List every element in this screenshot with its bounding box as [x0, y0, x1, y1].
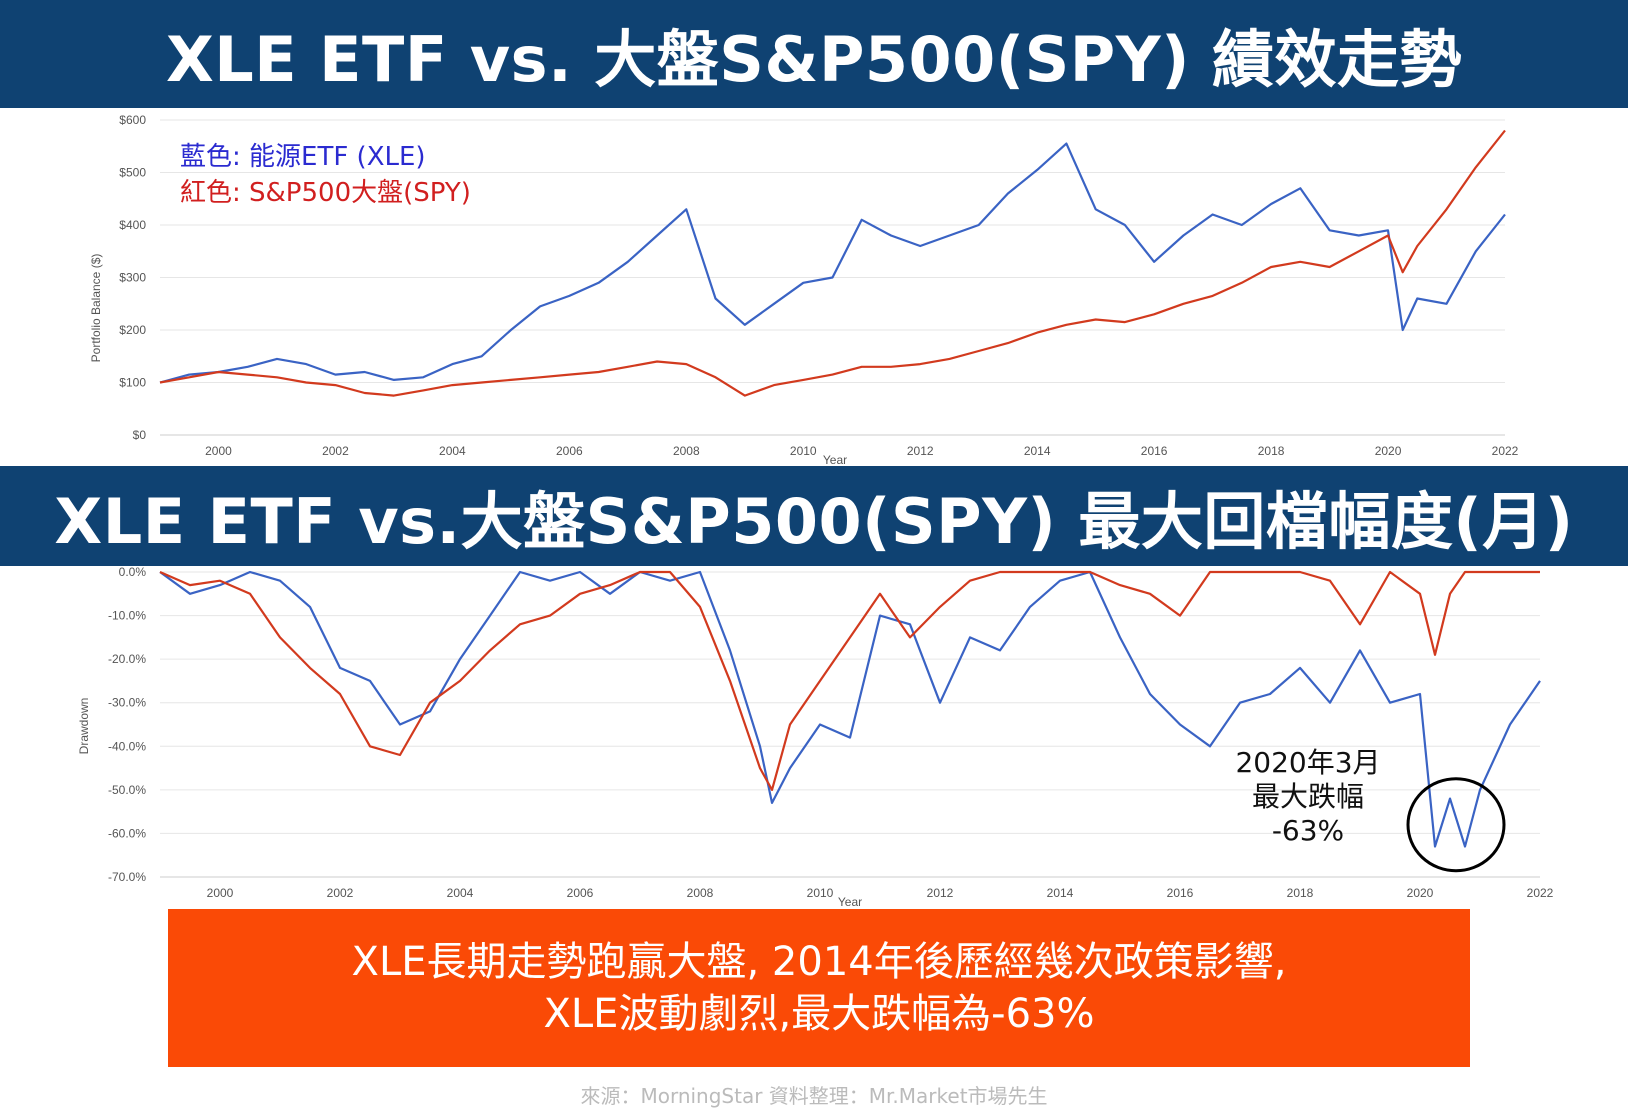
- x-tick-label: 2004: [447, 886, 474, 900]
- x-tick-label: 2012: [907, 444, 934, 458]
- y-tick-label: -40.0%: [108, 739, 146, 753]
- performance-lines: [159, 129, 1506, 397]
- y-tick-label: -60.0%: [108, 826, 146, 840]
- drawdown-axes: 0.0% -10.0% -20.0% -30.0% -40.0% -50.0% -60.0%…: [108, 566, 1554, 900]
- x-tick-label: 2008: [687, 886, 714, 900]
- x-tick-label: 2016: [1141, 444, 1168, 458]
- y-tick-label: $400: [119, 218, 146, 232]
- top-chart-title-banner: XLE ETF vs. 大盤S&P500(SPY) 績效走勢: [0, 0, 1628, 108]
- x-tick-label: 2000: [205, 444, 232, 458]
- performance-xlabel: Year: [823, 453, 847, 466]
- summary-box: XLE長期走勢跑贏大盤, 2014年後歷經幾次政策影響, XLE波動劇烈,最大跌…: [168, 909, 1470, 1067]
- bottom-chart-title-banner: XLE ETF vs.大盤S&P500(SPY) 最大回檔幅度(月): [0, 466, 1628, 566]
- performance-ylabel: Portfolio Balance ($): [89, 254, 103, 363]
- x-tick-label: 2004: [439, 444, 466, 458]
- annotation-line-1: 2020年3月: [1235, 746, 1380, 779]
- x-tick-label: 2018: [1258, 444, 1285, 458]
- y-tick-label: $200: [119, 323, 146, 337]
- annotation-line-3: -63%: [1272, 814, 1344, 847]
- x-tick-label: 2022: [1527, 886, 1554, 900]
- x-tick-label: 2006: [556, 444, 583, 458]
- y-tick-label: 0.0%: [119, 566, 147, 579]
- annotation-circle: [1406, 777, 1506, 873]
- y-tick-label: -10.0%: [108, 609, 146, 623]
- y-tick-label: $100: [119, 376, 146, 390]
- x-tick-label: 2006: [567, 886, 594, 900]
- drawdown-chart: 0.0% -10.0% -20.0% -30.0% -40.0% -50.0% -60.0%…: [77, 566, 1554, 906]
- series-line-xle: [159, 142, 1506, 384]
- performance-grid: [160, 119, 1505, 436]
- x-tick-label: 2000: [207, 886, 234, 900]
- x-tick-label: 2010: [790, 444, 817, 458]
- drawdown-ylabel: Drawdown: [77, 698, 91, 755]
- drawdown-lines: [159, 570, 1541, 848]
- summary-line-2: XLE波動劇烈,最大跌幅為-63%: [543, 991, 1095, 1037]
- legend-spy: 紅色: S&P500大盤(SPY): [180, 178, 471, 208]
- legend-xle: 藍色: 能源ETF (XLE): [180, 142, 426, 172]
- x-tick-label: 2022: [1492, 444, 1519, 458]
- y-tick-label: -20.0%: [108, 652, 146, 666]
- x-tick-label: 2014: [1024, 444, 1051, 458]
- drawdown-xlabel: Year: [838, 895, 862, 906]
- performance-chart: $0 $100 $200 $300 $400 $500 $600 2000 2002 2004 20…: [89, 113, 1519, 466]
- x-tick-label: 2020: [1375, 444, 1402, 458]
- x-tick-label: 2002: [327, 886, 354, 900]
- y-tick-label: $600: [119, 113, 146, 127]
- x-tick-label: 2016: [1167, 886, 1194, 900]
- y-tick-label: $500: [119, 166, 146, 180]
- y-tick-label: -30.0%: [108, 696, 146, 710]
- y-tick-label: -70.0%: [108, 870, 146, 884]
- top-chart-title: XLE ETF vs. 大盤S&P500(SPY) 績效走勢: [165, 23, 1463, 96]
- x-tick-label: 2018: [1287, 886, 1314, 900]
- source-note: 來源：MorningStar 資料整理：Mr.Market市場先生: [580, 1084, 1048, 1108]
- bottom-chart-title: XLE ETF vs.大盤S&P500(SPY) 最大回檔幅度(月): [54, 485, 1574, 558]
- y-tick-label: $0: [133, 428, 147, 442]
- series-line-xle: [159, 570, 1541, 848]
- x-tick-label: 2002: [322, 444, 349, 458]
- annotation-line-2: 最大跌幅: [1252, 780, 1364, 813]
- x-tick-label: 2012: [927, 886, 954, 900]
- series-line-spy: [159, 129, 1506, 397]
- performance-axes: $0 $100 $200 $300 $400 $500 $600 2000 2002 2004 20…: [119, 113, 1518, 458]
- x-tick-label: 2008: [673, 444, 700, 458]
- y-tick-label: -50.0%: [108, 783, 146, 797]
- x-tick-label: 2020: [1407, 886, 1434, 900]
- y-tick-label: $300: [119, 271, 146, 285]
- summary-line-1: XLE長期走勢跑贏大盤, 2014年後歷經幾次政策影響,: [351, 939, 1287, 985]
- x-tick-label: 2014: [1047, 886, 1074, 900]
- x-tick-label: 2010: [807, 886, 834, 900]
- series-line-spy: [159, 570, 1540, 791]
